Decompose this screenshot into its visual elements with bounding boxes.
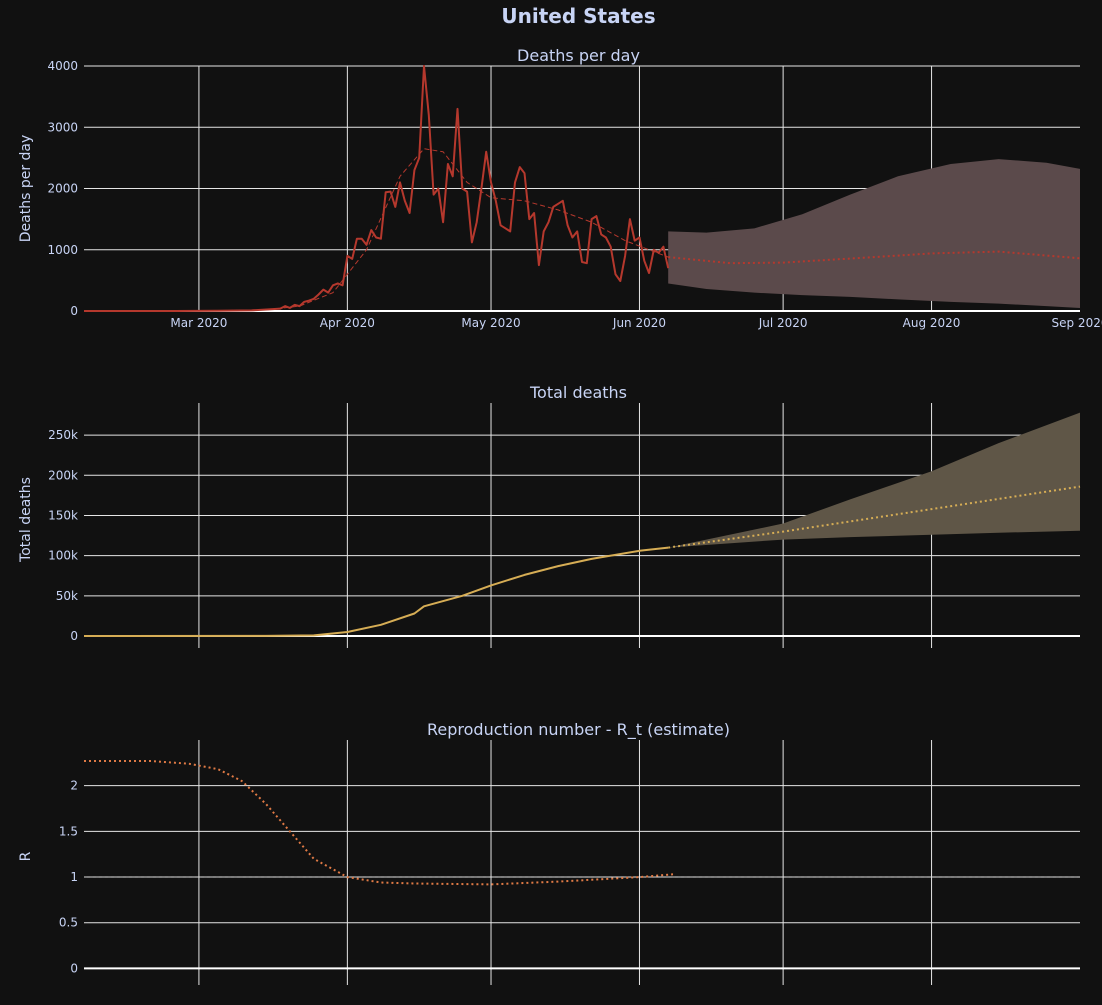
series-line-dot — [84, 760, 674, 886]
y-tick-label: 1000 — [47, 243, 78, 257]
y-tick-label: 200k — [48, 468, 78, 482]
y-tick-label: 4000 — [47, 59, 78, 73]
forecast-band — [668, 159, 1080, 308]
chart-title-total-deaths: Total deaths — [529, 383, 627, 402]
y-tick-label: 1 — [70, 870, 78, 884]
forecast-band — [668, 412, 1080, 548]
y-tick-label: 2000 — [47, 182, 78, 196]
y-tick-label: 50k — [56, 589, 78, 603]
chart-title-deaths-per-day: Deaths per day — [517, 46, 640, 65]
y-tick-label: 250k — [48, 428, 78, 442]
series-line-dot — [668, 250, 1081, 265]
y-tick-label: 0 — [70, 304, 78, 318]
y-tick-label: 0 — [70, 629, 78, 643]
x-tick-label: Mar 2020 — [170, 316, 227, 330]
chart-total: 0 50k 100k 150k 200k 250k Total deaths — [18, 403, 1081, 648]
chart-r: 0 0.5 1 1.5 2 R — [18, 740, 1080, 985]
x-tick-label: Jun 2020 — [612, 316, 666, 330]
x-tick-label: May 2020 — [461, 316, 520, 330]
y-axis-label: Deaths per day — [18, 135, 34, 243]
y-axis-label: Total deaths — [18, 477, 34, 563]
y-tick-label: 0 — [70, 961, 78, 975]
x-tick-label: Aug 2020 — [903, 316, 961, 330]
chart-title-reproduction-number: Reproduction number - R_t (estimate) — [427, 720, 730, 739]
y-tick-label: 1.5 — [59, 824, 78, 838]
series-line-solid — [83, 546, 669, 637]
page-title: United States — [501, 4, 656, 28]
series-line-dash — [84, 148, 669, 312]
x-tick-label: Sep 2020 — [1052, 316, 1102, 330]
x-tick-label: Apr 2020 — [320, 316, 375, 330]
y-axis-label: R — [18, 851, 34, 861]
y-tick-label: 2 — [70, 779, 78, 793]
y-tick-label: 100k — [48, 549, 78, 563]
y-tick-label: 0.5 — [59, 916, 78, 930]
series-line-dot — [668, 485, 1081, 549]
x-tick-label: Jul 2020 — [758, 316, 808, 330]
series-line-solid — [84, 65, 670, 312]
chart-deaths: 0 1000 2000 3000 4000 Mar 2020 Apr 2020 May 202… — [18, 59, 1102, 330]
y-tick-label: 3000 — [47, 120, 78, 134]
y-tick-label: 150k — [48, 508, 78, 522]
